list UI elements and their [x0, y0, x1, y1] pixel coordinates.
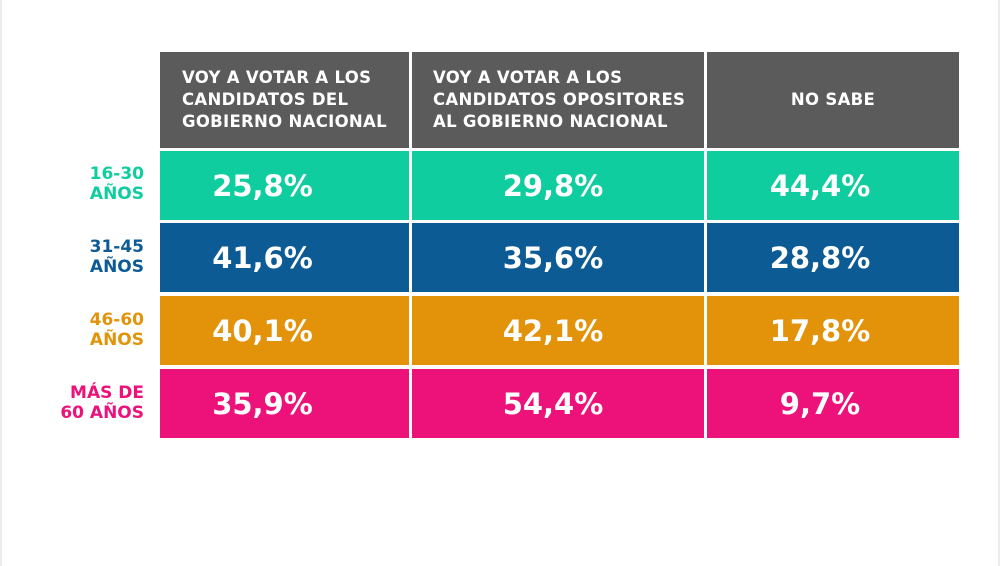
row-label-mas-de-60: MÁS DE 60 AÑOS: [60, 383, 144, 423]
header-no-sabe: NO SABE: [707, 52, 959, 148]
row-label-46-60: 46-60 AÑOS: [89, 310, 144, 350]
header-no-sabe-label: NO SABE: [790, 90, 876, 109]
left-border: [0, 0, 2, 566]
cell-mas-de-60-opositores: 54,4%: [412, 369, 704, 438]
header-opositores: VOY A VOTAR A LOS CANDIDATOS OPOSITORES …: [412, 52, 704, 148]
cell-16-30-no-sabe: 44,4%: [707, 151, 959, 220]
header-opositores-label: VOY A VOTAR A LOS CANDIDATOS OPOSITORES …: [433, 68, 686, 131]
cell-46-60-opositores: 42,1%: [412, 296, 704, 365]
header-gobierno: VOY A VOTAR A LOS CANDIDATOS DEL GOBIERN…: [160, 52, 409, 148]
cell-16-30-gobierno: 25,8%: [160, 151, 409, 220]
right-border: [998, 0, 1000, 566]
cell-46-60-gobierno: 40,1%: [160, 296, 409, 365]
cell-46-60-no-sabe: 17,8%: [707, 296, 959, 365]
cell-16-30-opositores: 29,8%: [412, 151, 704, 220]
cell-mas-de-60-gobierno: 35,9%: [160, 369, 409, 438]
header-gobierno-label: VOY A VOTAR A LOS CANDIDATOS DEL GOBIERN…: [182, 68, 387, 131]
cell-31-45-opositores: 35,6%: [412, 223, 704, 292]
row-label-31-45: 31-45 AÑOS: [89, 237, 144, 277]
row-label-16-30: 16-30 AÑOS: [89, 164, 144, 204]
cell-31-45-gobierno: 41,6%: [160, 223, 409, 292]
cell-mas-de-60-no-sabe: 9,7%: [707, 369, 959, 438]
cell-31-45-no-sabe: 28,8%: [707, 223, 959, 292]
